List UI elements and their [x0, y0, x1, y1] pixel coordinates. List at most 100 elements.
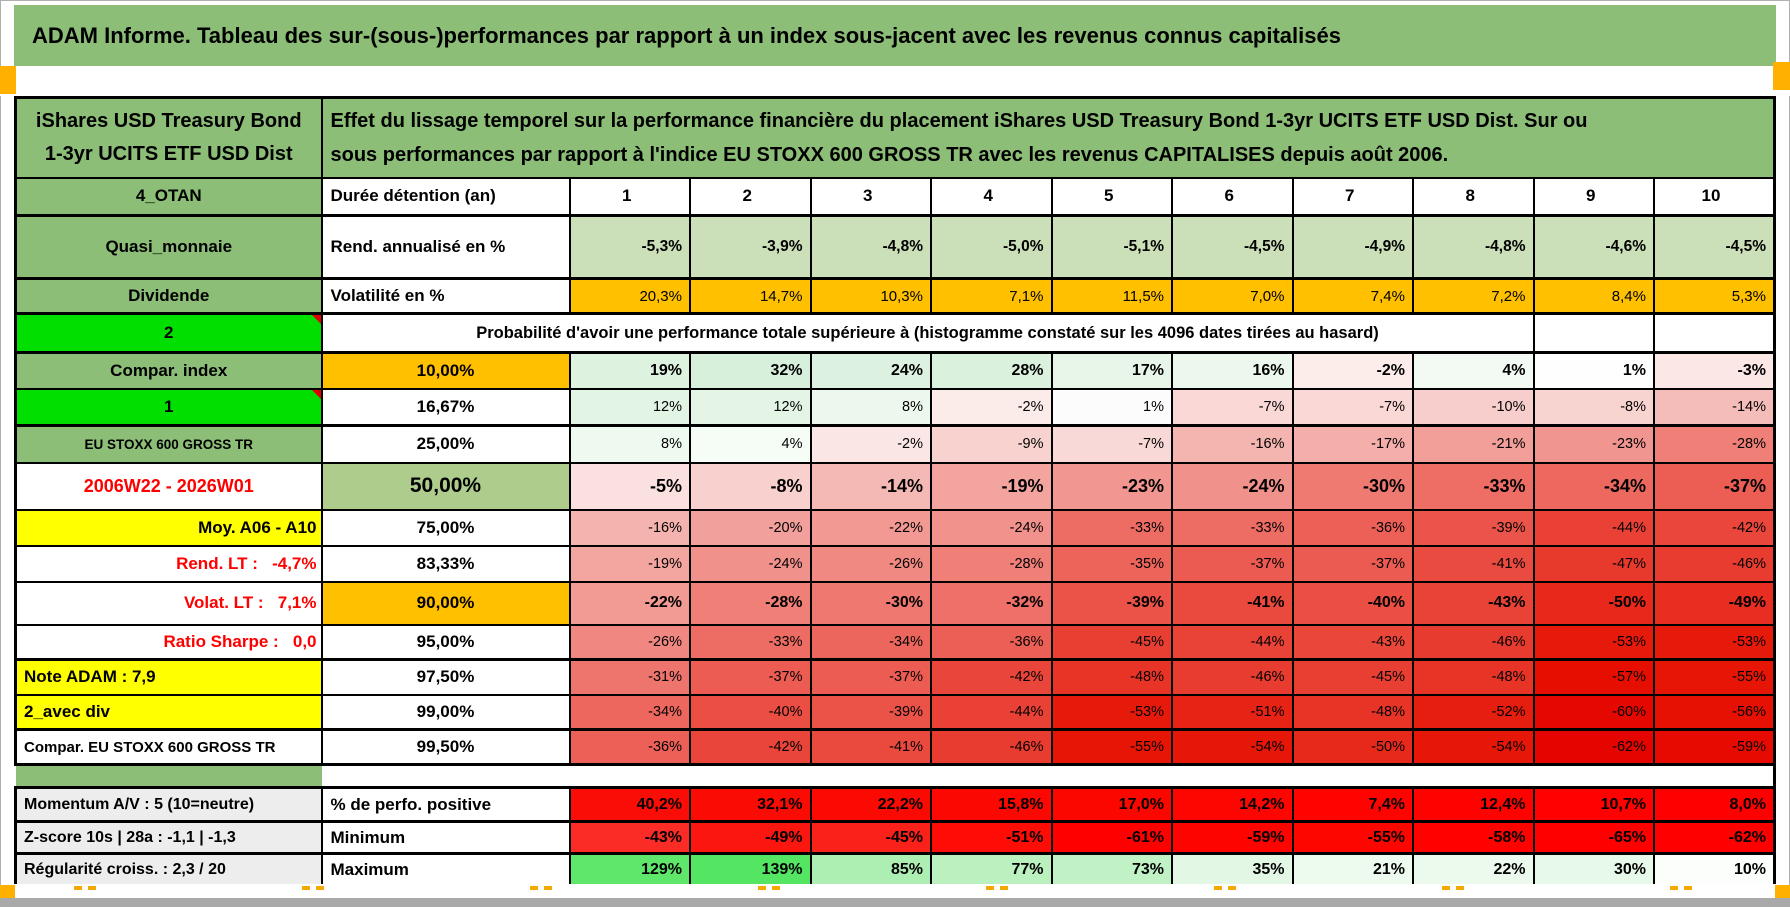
row-p16-cell-3[interactable]: 8% — [809, 387, 932, 427]
row-p83-cell-5[interactable]: -35% — [1050, 544, 1173, 583]
row-minimum-cell-8[interactable]: -58% — [1412, 820, 1535, 855]
row-p995-cell-4[interactable]: -46% — [930, 728, 1053, 766]
row-p95-cell-4[interactable]: -36% — [930, 623, 1053, 661]
row-minimum-cell-10[interactable]: -62% — [1653, 820, 1776, 855]
row-p95-cell-8[interactable]: -46% — [1412, 623, 1535, 661]
row-p50-cell-8[interactable]: -33% — [1412, 461, 1535, 511]
row-p10-cell-10[interactable]: -3% — [1653, 351, 1776, 390]
row-p995-cell-2[interactable]: -42% — [689, 728, 812, 766]
label-volat-lt[interactable]: Volat. LT : 7,1% — [14, 580, 323, 626]
row-rend-annualise-cell-4[interactable]: -5,0% — [930, 214, 1053, 280]
row-p50-cell-3[interactable]: -14% — [809, 461, 932, 511]
row-p83-cell-7[interactable]: -37% — [1291, 544, 1414, 583]
quantile-97[interactable]: 97,50% — [320, 658, 571, 696]
row-maximum-cell-8[interactable]: 22% — [1412, 852, 1535, 887]
row-rend-annualise-cell-1[interactable]: -5,3% — [568, 214, 691, 280]
label-zscore[interactable]: Z-score 10s | 28a : -1,1 | -1,3 — [14, 820, 323, 855]
row-rend-annualise-cell-9[interactable]: -4,6% — [1532, 214, 1655, 280]
row-rend-annualise-cell-6[interactable]: -4,5% — [1171, 214, 1294, 280]
row-p10-cell-7[interactable]: -2% — [1291, 351, 1414, 390]
row-p99-cell-8[interactable]: -52% — [1412, 693, 1535, 731]
row-perf-positive-cell-4[interactable]: 15,8% — [930, 786, 1053, 823]
row-perf-positive-cell-3[interactable]: 22,2% — [809, 786, 932, 823]
row-p83-cell-9[interactable]: -47% — [1532, 544, 1655, 583]
label-duree-detention[interactable]: Durée détention (an) — [320, 176, 571, 217]
label-1[interactable]: 1 — [14, 387, 323, 427]
row-p95-cell-6[interactable]: -44% — [1171, 623, 1294, 661]
row-p97-cell-6[interactable]: -46% — [1171, 658, 1294, 696]
row-maximum-cell-6[interactable]: 35% — [1171, 852, 1294, 887]
row-p10-cell-8[interactable]: 4% — [1412, 351, 1535, 390]
label-dividende[interactable]: Dividende — [14, 277, 323, 315]
row-p50-cell-4[interactable]: -19% — [930, 461, 1053, 511]
row-maximum-cell-2[interactable]: 139% — [689, 852, 812, 887]
row-p25-cell-6[interactable]: -16% — [1171, 424, 1294, 464]
row-perf-positive-cell-7[interactable]: 7,4% — [1291, 786, 1414, 823]
row-duration-cell-1[interactable]: 1 — [568, 176, 691, 217]
row-p10-cell-4[interactable]: 28% — [930, 351, 1053, 390]
row-p97-cell-2[interactable]: -37% — [689, 658, 812, 696]
row-p97-cell-1[interactable]: -31% — [568, 658, 691, 696]
row-p95-cell-7[interactable]: -43% — [1291, 623, 1414, 661]
row-p90-cell-4[interactable]: -32% — [930, 580, 1053, 626]
spacer-green-cell[interactable] — [15, 764, 322, 788]
label-quasi-monnaie[interactable]: Quasi_monnaie — [14, 214, 323, 280]
row-p75-cell-8[interactable]: -39% — [1412, 508, 1535, 547]
row-p75-cell-2[interactable]: -20% — [689, 508, 812, 547]
row-perf-positive-cell-5[interactable]: 17,0% — [1050, 786, 1173, 823]
row-maximum-cell-7[interactable]: 21% — [1291, 852, 1414, 887]
row-p99-cell-3[interactable]: -39% — [809, 693, 932, 731]
label-ratio-sharpe[interactable]: Ratio Sharpe : 0,0 — [14, 623, 323, 661]
row-volatilite-cell-10[interactable]: 5,3% — [1653, 277, 1776, 315]
bottom-scroll-bar[interactable] — [0, 898, 1790, 907]
row-p10-cell-1[interactable]: 19% — [568, 351, 691, 390]
row-p95-cell-3[interactable]: -34% — [809, 623, 932, 661]
quantile-25[interactable]: 25,00% — [320, 424, 571, 464]
row-p83-cell-2[interactable]: -24% — [689, 544, 812, 583]
row-minimum-cell-4[interactable]: -51% — [930, 820, 1053, 855]
row-p995-cell-9[interactable]: -62% — [1532, 728, 1655, 766]
row-p90-cell-6[interactable]: -41% — [1171, 580, 1294, 626]
row-p97-cell-5[interactable]: -48% — [1050, 658, 1173, 696]
row-p90-cell-3[interactable]: -30% — [809, 580, 932, 626]
row-p90-cell-2[interactable]: -28% — [689, 580, 812, 626]
row-p16-cell-6[interactable]: -7% — [1171, 387, 1294, 427]
row-p75-cell-4[interactable]: -24% — [930, 508, 1053, 547]
row-perf-positive-cell-6[interactable]: 14,2% — [1171, 786, 1294, 823]
row-p75-cell-3[interactable]: -22% — [809, 508, 932, 547]
label-minimum[interactable]: Minimum — [320, 820, 571, 855]
label-rend-lt[interactable]: Rend. LT : -4,7% — [14, 544, 323, 583]
row-volatilite-cell-5[interactable]: 11,5% — [1050, 277, 1173, 315]
row-p50-cell-10[interactable]: -37% — [1653, 461, 1776, 511]
row-p25-cell-1[interactable]: 8% — [568, 424, 691, 464]
row-duration-cell-3[interactable]: 3 — [809, 176, 932, 217]
row-p995-cell-3[interactable]: -41% — [809, 728, 932, 766]
row-p995-cell-1[interactable]: -36% — [568, 728, 691, 766]
quantile-16[interactable]: 16,67% — [320, 387, 571, 427]
row-p99-cell-7[interactable]: -48% — [1291, 693, 1414, 731]
empty-cell[interactable] — [1653, 312, 1776, 354]
row-p995-cell-8[interactable]: -54% — [1412, 728, 1535, 766]
row-p83-cell-1[interactable]: -19% — [568, 544, 691, 583]
empty-cell[interactable] — [1532, 312, 1655, 354]
row-minimum-cell-5[interactable]: -61% — [1050, 820, 1173, 855]
row-minimum-cell-7[interactable]: -55% — [1291, 820, 1414, 855]
row-volatilite-cell-4[interactable]: 7,1% — [930, 277, 1053, 315]
row-p16-cell-9[interactable]: -8% — [1532, 387, 1655, 427]
row-p97-cell-3[interactable]: -37% — [809, 658, 932, 696]
row-p95-cell-1[interactable]: -26% — [568, 623, 691, 661]
row-p50-cell-2[interactable]: -8% — [689, 461, 812, 511]
row-perf-positive-cell-10[interactable]: 8,0% — [1653, 786, 1776, 823]
row-p83-cell-4[interactable]: -28% — [930, 544, 1053, 583]
row-maximum-cell-9[interactable]: 30% — [1532, 852, 1655, 887]
row-maximum-cell-3[interactable]: 85% — [809, 852, 932, 887]
label-perf-positive[interactable]: % de perfo. positive — [320, 786, 571, 823]
quantile-10[interactable]: 10,00% — [320, 351, 571, 390]
row-p90-cell-8[interactable]: -43% — [1412, 580, 1535, 626]
label-momentum[interactable]: Momentum A/V : 5 (10=neutre) — [14, 786, 323, 823]
row-p95-cell-10[interactable]: -53% — [1653, 623, 1776, 661]
label-compar-eu-stoxx[interactable]: Compar. EU STOXX 600 GROSS TR — [14, 728, 323, 766]
row-duration-cell-7[interactable]: 7 — [1291, 176, 1414, 217]
quantile-99[interactable]: 99,00% — [320, 693, 571, 731]
row-p99-cell-4[interactable]: -44% — [930, 693, 1053, 731]
